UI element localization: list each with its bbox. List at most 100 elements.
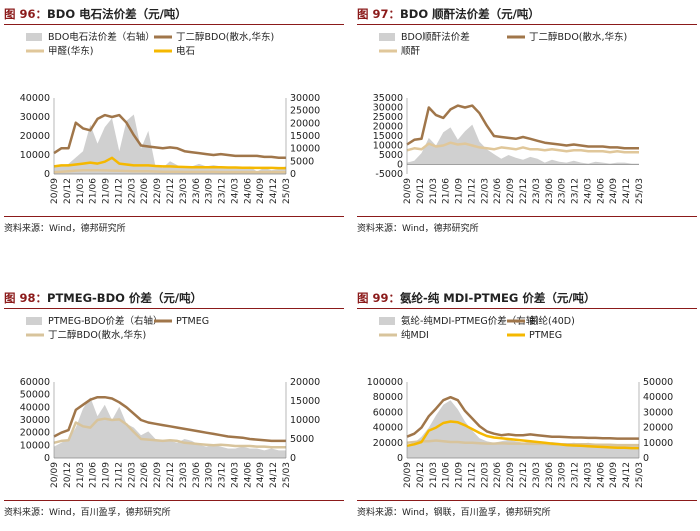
legend-swatch-area — [379, 33, 395, 41]
x-tick-label: 22/09 — [506, 178, 516, 204]
y-right-tick-label: 30000 — [290, 93, 320, 104]
y-right-tick-label: 50000 — [643, 377, 673, 388]
legend-label: 氨纶(40D) — [529, 315, 575, 327]
y-right-tick-label: 20000 — [643, 423, 673, 434]
y-left-tick-label: 25000 — [373, 112, 403, 123]
x-tick-label: 22/09 — [153, 178, 163, 204]
x-tick-label: 22/12 — [166, 462, 176, 488]
legend-label: 电石 — [176, 45, 195, 57]
x-tick-label: 25/03 — [635, 462, 645, 488]
y-left-tick-label: 60000 — [20, 377, 50, 388]
legend-item: 丁二醇BDO(散水,华东) — [26, 329, 146, 341]
chart-svg-98: PTMEG-BDO价差（右轴） PTMEG丁二醇BDO(散水,华东)0100002… — [20, 315, 320, 488]
x-tick-label: 21/03 — [76, 462, 86, 488]
legend-item: 丁二醇BDO(散水,华东) — [507, 31, 627, 43]
series-line — [406, 439, 639, 447]
y-right-tick-label: 15000 — [290, 396, 320, 407]
x-tick-label: 21/03 — [76, 178, 86, 204]
x-tick-label: 24/09 — [609, 178, 619, 204]
series-line — [406, 420, 639, 450]
y-right-tick-label: 20000 — [290, 118, 320, 129]
y-left-tick-label: 20000 — [20, 428, 50, 439]
x-tick-label: 22/03 — [127, 462, 137, 488]
y-left-tick-label: 10000 — [20, 150, 50, 161]
legend-item: 电石 — [154, 45, 195, 57]
x-tick-label: 20/09 — [50, 462, 60, 488]
x-tick-label: 20/09 — [403, 178, 413, 204]
legend-item: PTMEG — [154, 316, 209, 327]
x-tick-label: 22/06 — [140, 178, 150, 204]
x-tick-label: 24/03 — [583, 178, 593, 204]
x-tick-label: 24/06 — [243, 462, 253, 488]
chart-svg-99: 氨纶-纯MDI-PTMEG价差（右轴）氨纶(40D) 纯MDI PTMEG 0 2000… — [367, 315, 674, 488]
x-tick-label: 20/12 — [416, 178, 426, 204]
chart-svg-97: BDO顺酐法价差 丁二醇BDO(散水,华东) 顺酐 -5000050001000015… — [373, 31, 645, 204]
panel-title: 图 98：PTMEG-BDO 价差（元/吨） — [4, 288, 344, 309]
y-right-tick-label: 40000 — [643, 392, 673, 403]
x-tick-label: 23/09 — [205, 178, 215, 204]
legend-label: PTMEG — [529, 330, 562, 341]
x-tick-label: 20/12 — [416, 462, 426, 488]
x-tick-label: 22/06 — [493, 178, 503, 204]
y-left-tick-label: 20000 — [373, 438, 403, 449]
legend-label: 纯MDI — [401, 329, 429, 341]
legend-item: 纯MDI — [379, 329, 429, 341]
x-tick-label: 23/06 — [545, 178, 555, 204]
y-left-tick-label: 10000 — [373, 141, 403, 152]
legend-label: BDO顺酐法价差 — [401, 31, 470, 43]
x-tick-label: 21/06 — [442, 178, 452, 204]
x-tick-label: 21/06 — [89, 178, 99, 204]
y-left-tick-label: 15000 — [373, 131, 403, 142]
y-left-tick-label: 35000 — [373, 93, 403, 104]
x-tick-label: 22/12 — [166, 178, 176, 204]
y-right-tick-label: 20000 — [290, 377, 320, 388]
source-note: 资料来源：Wind，百川盈孚，德邦研究所 — [4, 500, 344, 518]
x-tick-label: 23/12 — [218, 462, 228, 488]
x-tick-label: 24/12 — [622, 462, 632, 488]
series-line — [53, 156, 286, 170]
x-tick-label: 23/12 — [571, 178, 581, 204]
y-right-tick-label: 30000 — [643, 407, 673, 418]
x-tick-label: 23/12 — [218, 178, 228, 204]
legend-item: 甲醛(华东) — [26, 45, 93, 57]
y-left-tick-label: 0 — [44, 453, 50, 464]
y-left-tick-label: 60000 — [373, 407, 403, 418]
y-right-tick-label: 15000 — [290, 131, 320, 142]
x-tick-label: 22/03 — [480, 178, 490, 204]
x-tick-label: 24/09 — [256, 178, 266, 204]
legend-item: 氨纶(40D) — [507, 315, 575, 327]
series-area — [54, 114, 286, 174]
panel-title: 图 97：BDO 顺酐法价差（元/吨） — [357, 4, 697, 25]
y-left-tick-label: 80000 — [373, 392, 403, 403]
x-tick-label: 24/06 — [596, 462, 606, 488]
x-tick-label: 22/09 — [506, 462, 516, 488]
x-tick-label: 24/09 — [256, 462, 266, 488]
x-tick-label: 21/12 — [114, 462, 124, 488]
y-right-tick-label: 10000 — [643, 438, 673, 449]
y-left-tick-label: 0 — [397, 160, 403, 171]
y-left-tick-label: 10000 — [20, 440, 50, 451]
x-tick-label: 21/09 — [455, 178, 465, 204]
x-tick-label: 20/12 — [63, 462, 73, 488]
y-right-tick-label: 25000 — [290, 106, 320, 117]
x-tick-label: 21/06 — [442, 462, 452, 488]
y-right-tick-label: 0 — [290, 169, 296, 180]
x-tick-label: 22/03 — [480, 462, 490, 488]
x-tick-label: 22/12 — [519, 462, 529, 488]
x-tick-label: 21/03 — [429, 178, 439, 204]
x-tick-label: 21/09 — [102, 178, 112, 204]
x-tick-label: 22/06 — [140, 462, 150, 488]
x-tick-label: 24/12 — [269, 462, 279, 488]
figure-title: PTMEG-BDO 价差（元/吨） — [47, 291, 203, 305]
x-tick-label: 21/03 — [429, 462, 439, 488]
legend-label: BDO电石法价差（右轴） — [48, 31, 155, 43]
legend-item: BDO顺酐法价差 — [379, 31, 470, 43]
y-left-tick-label: 40000 — [373, 423, 403, 434]
x-tick-label: 22/06 — [493, 462, 503, 488]
source-note: 资料来源：Wind，德邦研究所 — [357, 216, 697, 234]
chart-svg-96: BDO电石法价差（右轴） 丁二醇BDO(散水,华东) 甲醛(华东) 电石 0 10000 2… — [20, 31, 320, 204]
panel-title: 图 99：氨纶-纯 MDI-PTMEG 价差（元/吨） — [357, 288, 697, 309]
x-tick-label: 21/09 — [455, 462, 465, 488]
figure-title: BDO 电石法价差（元/吨） — [47, 7, 187, 21]
source-note: 资料来源：Wind，钢联，百川盈孚，德邦研究所 — [357, 500, 697, 518]
